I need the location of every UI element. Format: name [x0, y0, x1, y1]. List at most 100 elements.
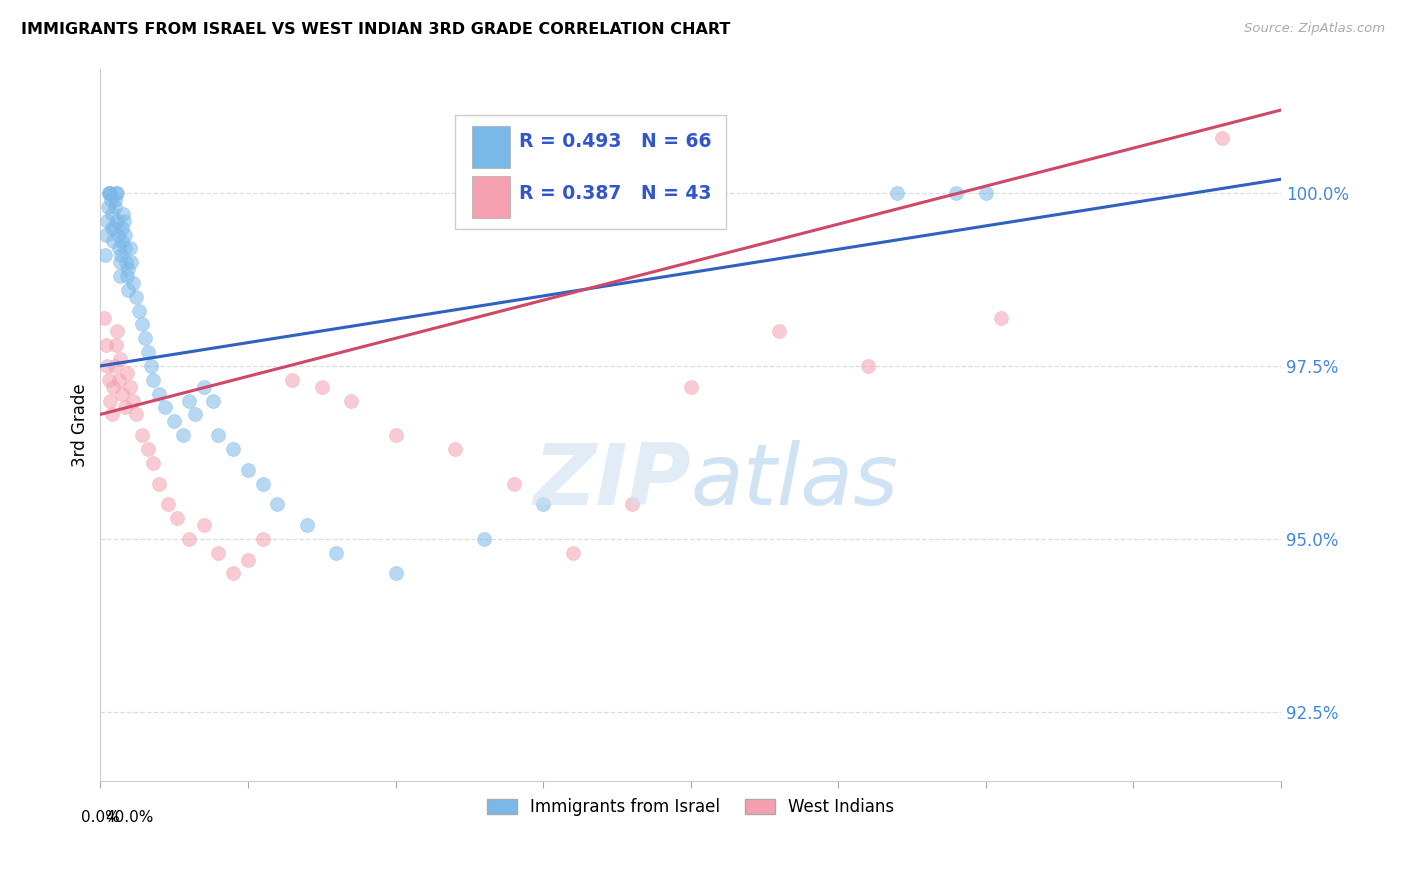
Point: [114, 227, 136, 242]
Legend: Immigrants from Israel, West Indians: Immigrants from Israel, West Indians: [479, 791, 901, 822]
Point: [207, 428, 229, 442]
Point: [222, 566, 245, 581]
Point: [107, 241, 129, 255]
Point: [100, 408, 122, 422]
Text: R = 0.387   N = 43: R = 0.387 N = 43: [519, 184, 711, 202]
Point: [107, 213, 129, 227]
Point: [128, 303, 150, 318]
Point: [172, 428, 194, 442]
Point: [112, 207, 135, 221]
Point: [184, 408, 207, 422]
Point: [131, 428, 153, 442]
Point: [1211, 130, 1233, 145]
Point: [620, 497, 643, 511]
Point: [97, 200, 120, 214]
FancyBboxPatch shape: [454, 115, 725, 229]
Point: [295, 518, 318, 533]
Point: [620, 193, 643, 207]
Point: [266, 497, 288, 511]
Point: [104, 338, 127, 352]
Point: [97, 373, 120, 387]
Point: [136, 345, 159, 359]
Point: [139, 359, 162, 373]
Point: [96, 213, 118, 227]
Point: [93, 310, 115, 325]
Point: [252, 532, 274, 546]
Point: [222, 442, 245, 456]
Point: [384, 428, 406, 442]
Point: [531, 497, 554, 511]
Point: [98, 186, 121, 200]
Point: [384, 566, 406, 581]
FancyBboxPatch shape: [472, 126, 510, 168]
Point: [94, 338, 117, 352]
Point: [886, 186, 908, 200]
Point: [325, 546, 347, 560]
Text: 0.0%: 0.0%: [82, 810, 120, 824]
Text: ZIP: ZIP: [533, 441, 690, 524]
Point: [110, 352, 132, 367]
Point: [108, 255, 131, 269]
Point: [148, 386, 170, 401]
Text: atlas: atlas: [690, 441, 898, 524]
Point: [561, 200, 583, 214]
Point: [679, 186, 702, 200]
Point: [201, 393, 224, 408]
Point: [472, 532, 495, 546]
Point: [101, 235, 124, 249]
Point: [679, 380, 702, 394]
Point: [121, 276, 143, 290]
Point: [103, 200, 125, 214]
Point: [157, 497, 180, 511]
Text: IMMIGRANTS FROM ISRAEL VS WEST INDIAN 3RD GRADE CORRELATION CHART: IMMIGRANTS FROM ISRAEL VS WEST INDIAN 3R…: [21, 22, 731, 37]
Point: [768, 325, 790, 339]
Text: 40.0%: 40.0%: [105, 810, 155, 824]
Point: [118, 380, 141, 394]
Point: [236, 463, 259, 477]
Point: [107, 373, 129, 387]
Point: [148, 476, 170, 491]
Point: [94, 248, 117, 262]
Point: [112, 213, 135, 227]
Point: [114, 241, 136, 255]
Point: [103, 220, 125, 235]
Point: [111, 220, 134, 235]
Point: [100, 193, 122, 207]
Point: [340, 393, 363, 408]
Point: [117, 283, 139, 297]
Point: [98, 186, 121, 200]
Point: [96, 359, 118, 373]
Point: [114, 401, 136, 415]
Point: [121, 393, 143, 408]
Point: [856, 359, 879, 373]
Point: [193, 518, 215, 533]
Point: [236, 552, 259, 566]
Point: [990, 310, 1012, 325]
Point: [110, 268, 132, 283]
Point: [120, 255, 142, 269]
Point: [207, 546, 229, 560]
Point: [281, 373, 304, 387]
Point: [101, 220, 124, 235]
Text: R = 0.493   N = 66: R = 0.493 N = 66: [519, 132, 711, 152]
Point: [136, 442, 159, 456]
Point: [142, 373, 165, 387]
Point: [105, 186, 128, 200]
Point: [163, 414, 186, 428]
Point: [115, 366, 138, 380]
Point: [502, 476, 524, 491]
Point: [110, 235, 132, 249]
Point: [193, 380, 215, 394]
Point: [94, 227, 117, 242]
Point: [118, 241, 141, 255]
Point: [110, 248, 132, 262]
Point: [107, 227, 129, 242]
Point: [115, 255, 138, 269]
Point: [131, 318, 153, 332]
Point: [177, 532, 200, 546]
Point: [443, 442, 465, 456]
Point: [125, 408, 148, 422]
Point: [177, 393, 200, 408]
Point: [111, 386, 134, 401]
Point: [107, 325, 129, 339]
